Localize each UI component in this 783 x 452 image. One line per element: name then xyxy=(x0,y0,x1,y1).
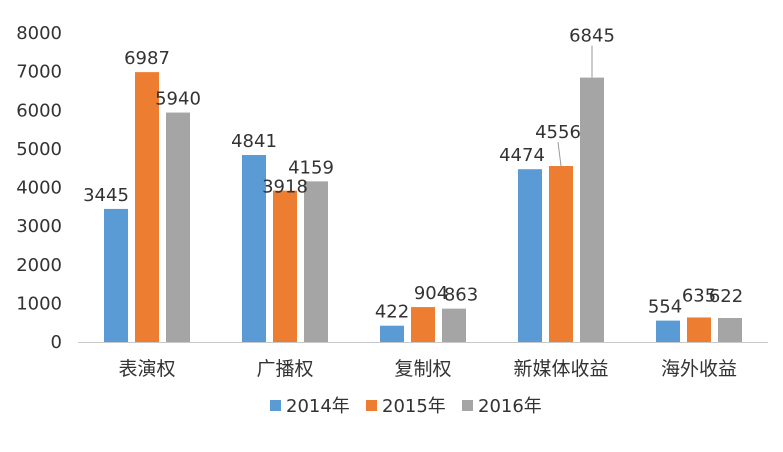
leader-line xyxy=(557,141,562,167)
y-tick-label: 1000 xyxy=(16,293,62,314)
data-label: 4841 xyxy=(231,131,277,152)
y-tick-label: 0 xyxy=(51,332,62,353)
y-tick-label: 2000 xyxy=(16,255,62,276)
legend-label: 2016年 xyxy=(478,396,542,417)
x-tick-label: 海外收益 xyxy=(661,358,737,380)
data-label: 6845 xyxy=(569,26,615,47)
data-label: 4556 xyxy=(535,122,581,143)
bar xyxy=(411,307,435,342)
bar xyxy=(104,208,128,342)
bar xyxy=(242,155,266,342)
data-label: 3445 xyxy=(83,185,129,206)
y-axis-labels: 0 1000 2000 3000 4000 5000 6000 7000 8000 xyxy=(16,23,62,353)
x-tick-label: 复制权 xyxy=(394,358,451,380)
legend-label: 2014年 xyxy=(286,396,350,417)
legend-label: 2015年 xyxy=(382,396,446,417)
data-label: 904 xyxy=(414,283,448,304)
data-label: 6987 xyxy=(124,48,170,69)
data-label: 4159 xyxy=(288,157,334,178)
y-tick-label: 3000 xyxy=(16,216,62,237)
bar xyxy=(518,169,542,342)
y-tick-label: 6000 xyxy=(16,100,62,121)
bar xyxy=(442,308,466,342)
bar xyxy=(580,77,604,342)
x-tick-label: 广播权 xyxy=(256,358,313,380)
bar xyxy=(687,317,711,342)
data-label: 622 xyxy=(709,286,743,307)
data-label: 5940 xyxy=(155,89,201,110)
bar xyxy=(273,190,297,342)
bar xyxy=(380,325,404,342)
data-label: 422 xyxy=(375,302,409,323)
data-label: 635 xyxy=(682,285,716,306)
bar xyxy=(656,320,680,342)
bar xyxy=(304,181,328,342)
legend-swatch xyxy=(270,400,281,411)
legend: 2014年 2015年 2016年 xyxy=(270,396,542,417)
bar xyxy=(718,317,742,342)
x-tick-label: 新媒体收益 xyxy=(513,358,608,380)
data-label: 863 xyxy=(444,285,478,306)
y-tick-label: 8000 xyxy=(16,23,62,44)
legend-swatch xyxy=(366,400,377,411)
data-label: 3918 xyxy=(262,177,308,198)
bars xyxy=(104,72,742,342)
bar xyxy=(549,166,573,342)
y-tick-label: 5000 xyxy=(16,139,62,160)
bar xyxy=(166,112,190,342)
leader-lines xyxy=(557,45,593,167)
bar xyxy=(135,72,159,342)
x-tick-label: 表演权 xyxy=(118,358,175,380)
category-labels: 表演权 广播权 复制权 新媒体收益 海外收益 xyxy=(118,358,737,380)
y-tick-label: 7000 xyxy=(16,62,62,83)
data-label: 4474 xyxy=(499,145,545,166)
legend-swatch xyxy=(462,400,473,411)
y-tick-label: 4000 xyxy=(16,178,62,199)
data-label: 554 xyxy=(648,297,682,318)
